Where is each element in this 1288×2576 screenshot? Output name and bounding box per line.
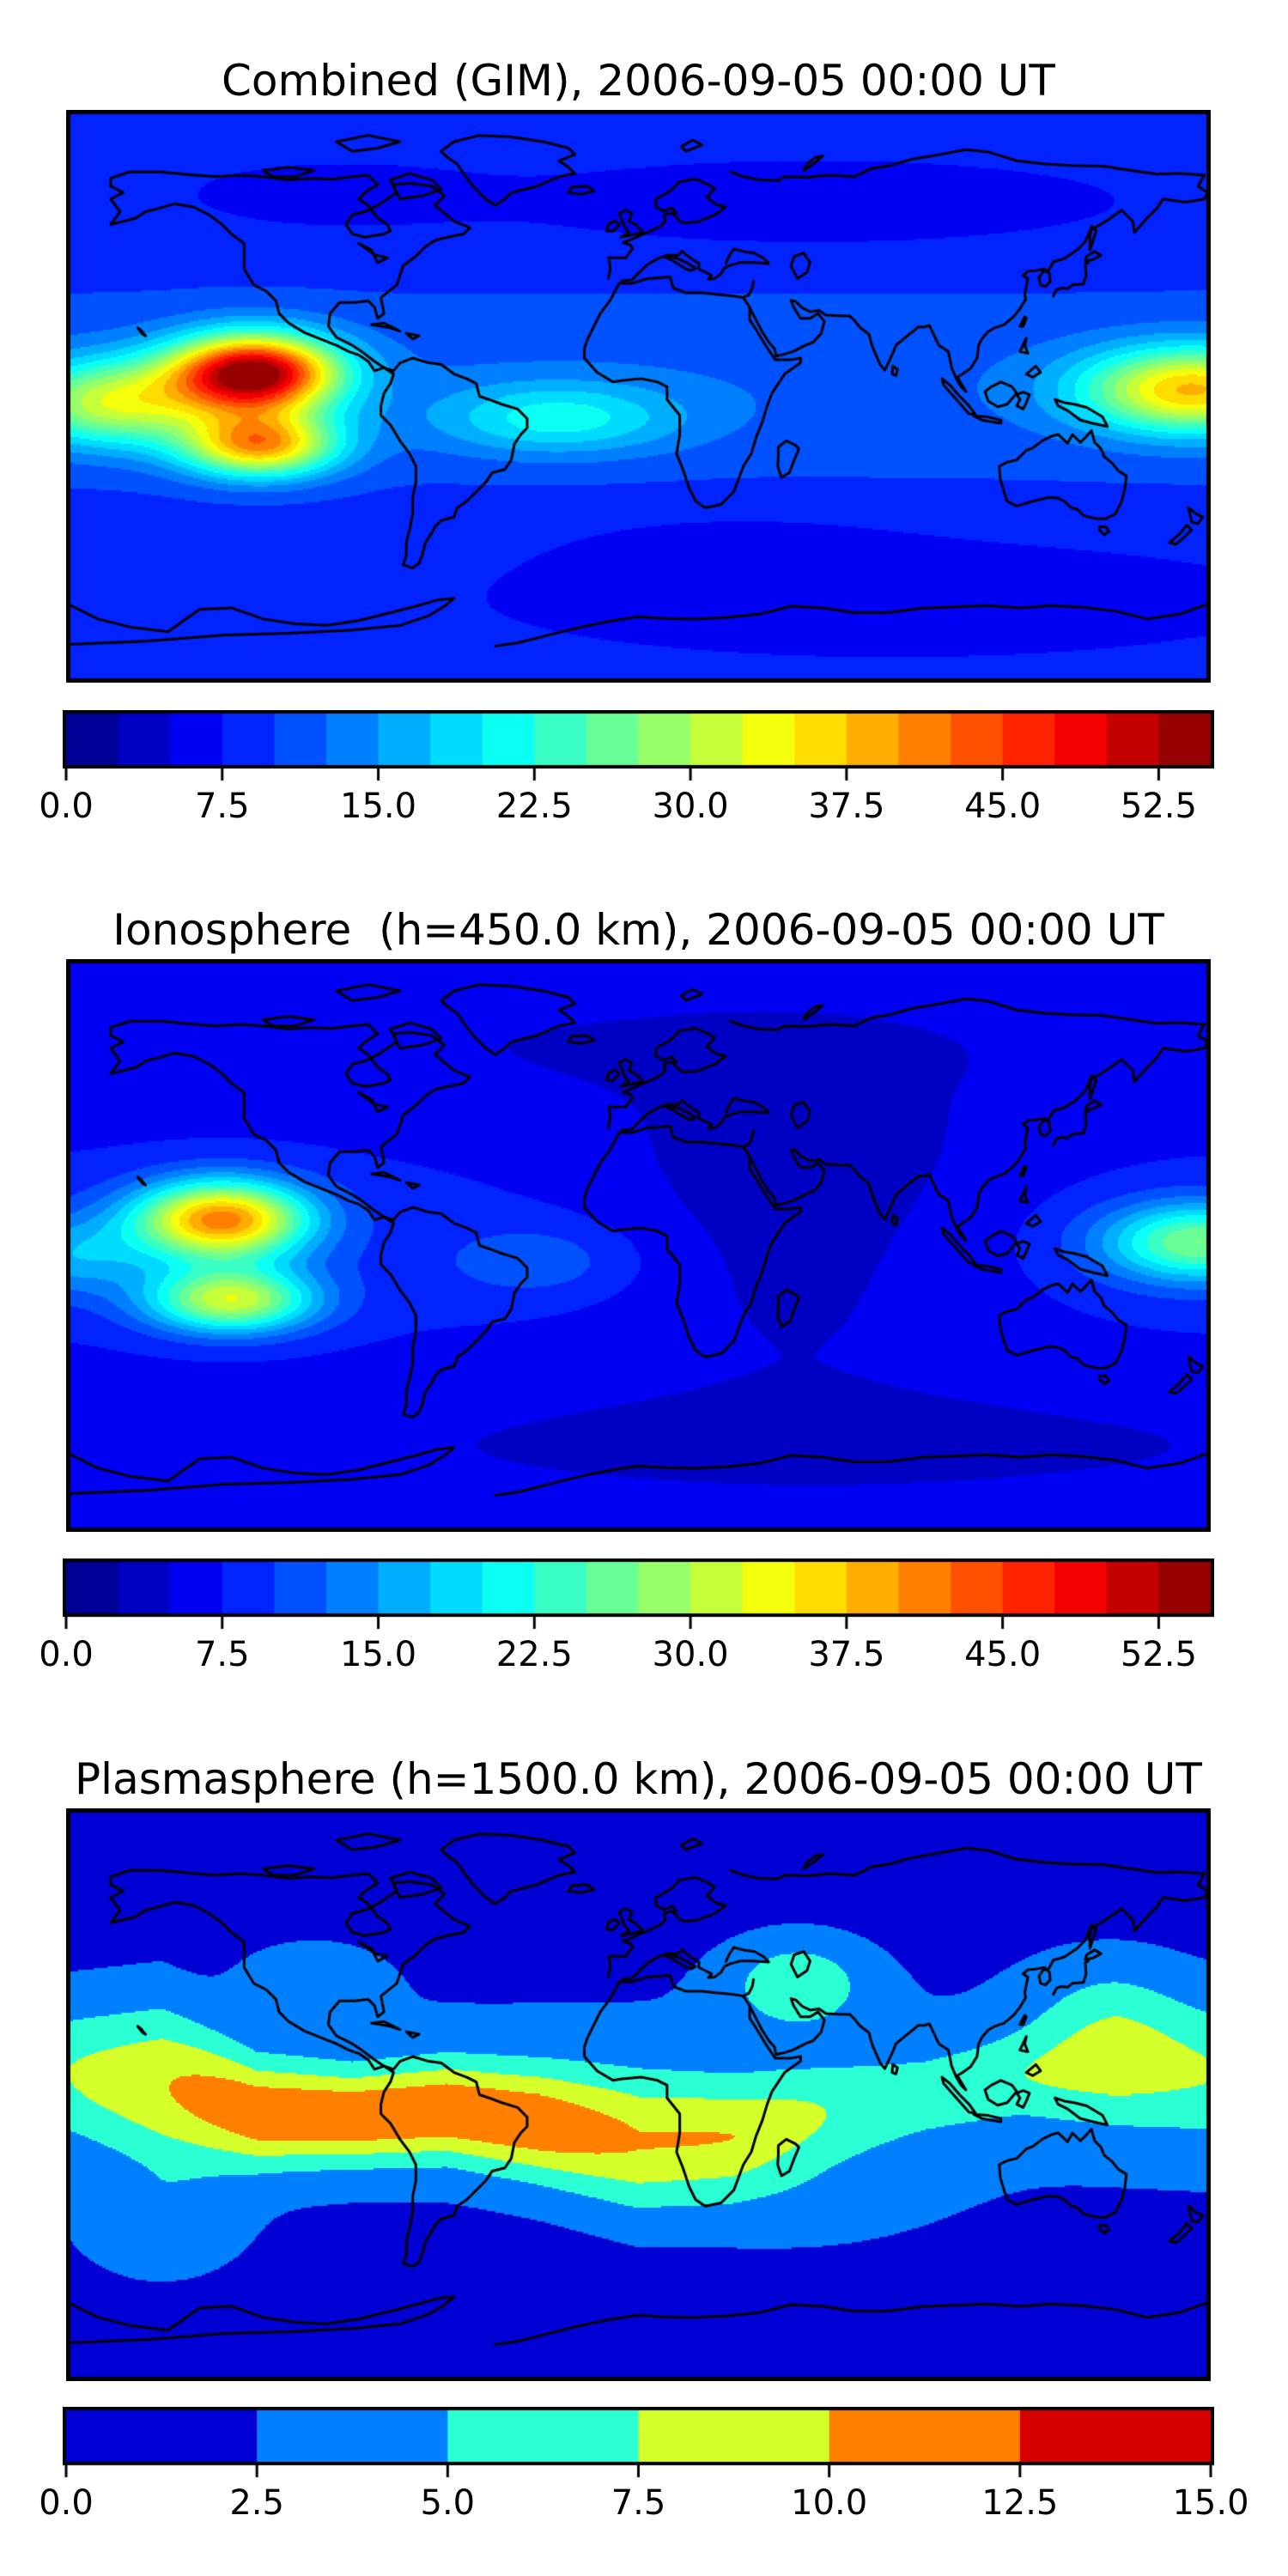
- colorbar-tick-labels-combined: 0.0 7.5 15.0 22.5 30.0 37.5 45.0 52.5: [39, 787, 1211, 830]
- colorbar-tick-label: 10.0: [791, 2483, 868, 2523]
- colorbar-tick-label: 5.0: [420, 2483, 476, 2523]
- colorbar-tick-label: 0.0: [39, 2483, 94, 2523]
- colorbar-tick-label: 22.5: [495, 787, 573, 826]
- colorbar-ionosphere: [63, 1558, 1214, 1631]
- colorbar-tick-label: 52.5: [1120, 787, 1197, 826]
- panel-title-ionosphere: Ionosphere (h=450.0 km), 2006-09-05 00:0…: [112, 905, 1164, 955]
- colorbar-tick-label: 12.5: [981, 2483, 1059, 2523]
- colorbar-tick-label: 0.0: [39, 1635, 94, 1674]
- map-combined: [66, 110, 1211, 683]
- colorbar-tick-label: 52.5: [1120, 1635, 1197, 1674]
- colorbar-tick-label: 37.5: [808, 1635, 885, 1674]
- colorbar-tick-label: 2.5: [229, 2483, 284, 2523]
- colorbar-tick-label: 30.0: [652, 1635, 729, 1674]
- colorbar-tick-label: 7.5: [611, 2483, 666, 2523]
- colorbar-tick-label: 0.0: [39, 787, 94, 826]
- colorbar-plasmasphere: [63, 2407, 1214, 2479]
- colorbar-tick-label: 15.0: [340, 787, 417, 826]
- colorbar-tick-label: 30.0: [652, 787, 729, 826]
- colorbar-tick-label: 37.5: [808, 787, 885, 826]
- colorbar-tick-label: 15.0: [340, 1635, 417, 1674]
- panel-title-plasmasphere: Plasmasphere (h=1500.0 km), 2006-09-05 0…: [75, 1754, 1202, 1804]
- colorbar-tick-label: 45.0: [964, 787, 1042, 826]
- map-ionosphere: [66, 959, 1211, 1532]
- colorbar-tick-labels-plasmasphere: 0.0 2.5 5.0 7.5 10.0 12.5 15.0: [39, 2483, 1249, 2527]
- colorbar-combined: [63, 710, 1214, 782]
- colorbar-tick-label: 22.5: [495, 1635, 573, 1674]
- map-plasmasphere: [66, 1808, 1211, 2381]
- colorbar-tick-labels-ionosphere: 0.0 7.5 15.0 22.5 30.0 37.5 45.0 52.5: [39, 1635, 1211, 1679]
- colorbar-tick-label: 45.0: [964, 1635, 1042, 1674]
- panel-title-combined: Combined (GIM), 2006-09-05 00:00 UT: [222, 56, 1055, 106]
- colorbar-tick-label: 7.5: [194, 1635, 250, 1674]
- colorbar-tick-label: 15.0: [1172, 2483, 1249, 2523]
- colorbar-tick-label: 7.5: [194, 787, 250, 826]
